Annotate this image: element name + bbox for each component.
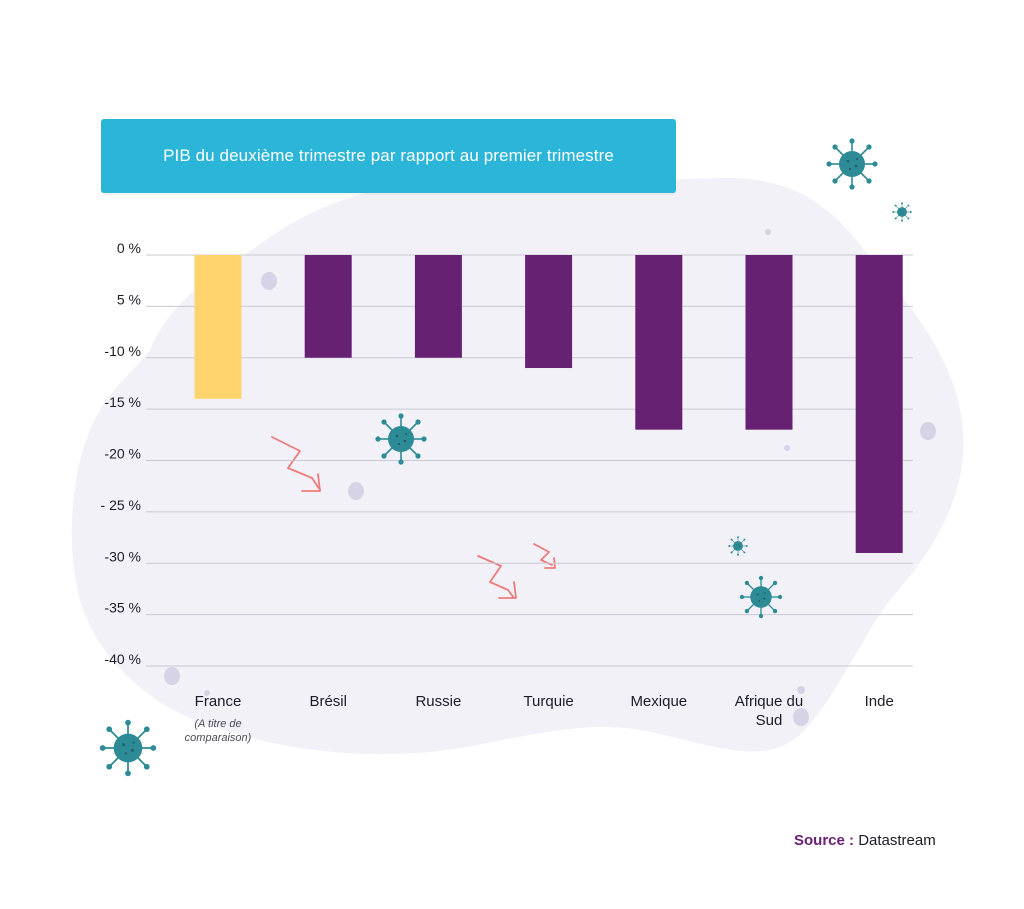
dot [348, 482, 364, 500]
bar-br-sil [304, 255, 352, 358]
y-tick-label: - 25 % [101, 497, 141, 513]
virus-icon [98, 718, 158, 778]
bar-russie [414, 255, 462, 358]
squiggle-arrow-icon [271, 436, 321, 492]
x-tick-label: Russie [415, 693, 461, 710]
dot [784, 445, 790, 451]
bar-inde [855, 255, 903, 553]
squiggle-arrows [271, 436, 556, 599]
virus-icon [727, 535, 749, 557]
x-tick-label: Afrique du [735, 693, 803, 710]
dot [793, 708, 809, 726]
virus-icon [825, 137, 879, 191]
dot [797, 686, 805, 694]
bar-turquie [525, 255, 573, 369]
y-tick-label: -20 % [104, 446, 141, 462]
x-tick-label: Inde [865, 693, 894, 710]
dot [204, 690, 210, 696]
bars [194, 255, 903, 553]
virus-icon [739, 575, 783, 619]
dot [261, 272, 277, 290]
dot [920, 422, 936, 440]
y-tick-label: -30 % [104, 548, 141, 564]
x-tick-label: Turquie [523, 693, 573, 710]
y-tick-label: -35 % [104, 600, 141, 616]
virus-icon [374, 412, 428, 466]
decor-dots [164, 229, 936, 726]
x-tick-note: (A titre de [194, 718, 241, 730]
bar-france [194, 255, 242, 399]
source-label: Source : [794, 832, 855, 849]
chart-title-banner: PIB du deuxième trimestre par rapport au… [101, 119, 676, 193]
x-axis: France (A titre de comparaison) Brésil Russi… [185, 693, 894, 744]
source-value: Datastream [858, 832, 936, 849]
y-axis: 0 % 5 % -10 % -15 % -20 % - 25 % -30 % -35 % -40… [101, 240, 141, 667]
x-tick-note: comparaison) [185, 732, 252, 744]
dot [164, 667, 180, 685]
source-note: Source : Datastream [794, 832, 936, 849]
squiggle-arrow-icon [477, 555, 517, 599]
y-tick-label: 0 % [117, 240, 141, 256]
x-tick-label: France [195, 693, 242, 710]
y-tick-label: -10 % [104, 343, 141, 359]
bar-mexique [635, 255, 683, 430]
y-tick-label: -40 % [104, 651, 141, 667]
y-tick-label: -15 % [104, 394, 141, 410]
bar-afrique-du-sud [745, 255, 793, 430]
chart-title: PIB du deuxième trimestre par rapport au… [163, 146, 614, 165]
squiggle-arrow-icon [533, 543, 556, 569]
x-tick-label: Sud [756, 712, 783, 729]
virus-icon [891, 201, 913, 223]
background-shape [71, 177, 964, 755]
x-tick-label: Mexique [630, 693, 687, 710]
y-tick-label: 5 % [117, 291, 141, 307]
x-tick-label: Brésil [309, 693, 347, 710]
dot [765, 229, 771, 235]
